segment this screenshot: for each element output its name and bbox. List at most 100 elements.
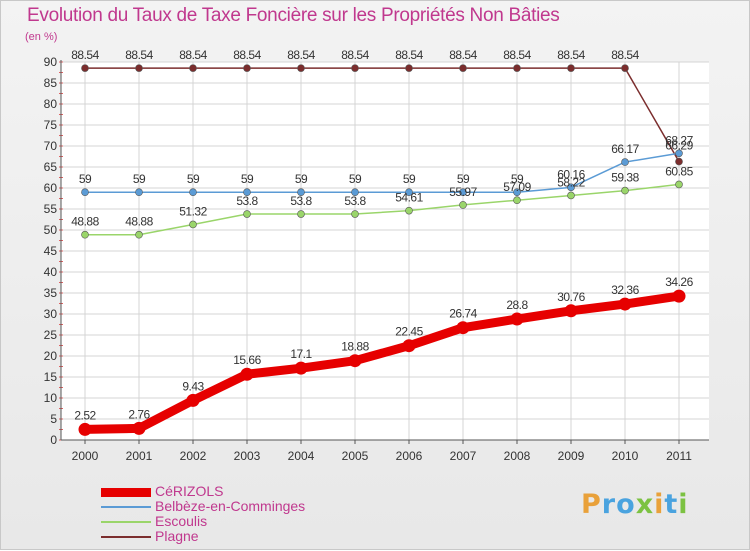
data-point [81, 64, 89, 72]
data-point [243, 210, 251, 218]
data-point [675, 157, 683, 166]
legend-swatch [101, 487, 151, 497]
data-label: 59 [133, 172, 146, 186]
data-point [459, 188, 467, 196]
data-point [78, 422, 92, 436]
y-tick-label: 85 [44, 76, 58, 90]
data-point [351, 210, 359, 218]
data-label: 34.26 [665, 275, 693, 289]
chart-title: Evolution du Taux de Taxe Foncière sur l… [27, 5, 560, 26]
data-point [189, 64, 197, 72]
data-label: 55.97 [449, 185, 477, 199]
logo-letter: r [601, 489, 617, 520]
data-point [405, 188, 413, 196]
legend-label: Plagne [155, 528, 199, 544]
data-label: 88.54 [341, 48, 369, 62]
data-label: 88.54 [449, 48, 477, 62]
data-label: 59 [511, 172, 524, 186]
data-label: 66.17 [611, 142, 639, 156]
data-point [672, 289, 686, 303]
grid [61, 61, 709, 441]
data-label: 88.54 [233, 48, 261, 62]
data-label: 57.09 [503, 180, 531, 194]
data-label: 26.74 [449, 307, 477, 321]
axes: 0 5 10 15 20 25 30 35 40 45 50 55 60 65 70 75 80 85 90 2000… [44, 55, 709, 463]
x-tick-label: 2000 [72, 449, 99, 463]
data-label: 60.85 [665, 164, 693, 178]
y-tick-label: 15 [44, 370, 58, 384]
data-point [189, 220, 197, 229]
y-tick-label: 10 [44, 391, 58, 405]
data-point [189, 188, 197, 196]
y-tick-label: 90 [44, 55, 58, 69]
data-label: 22.45 [395, 325, 423, 339]
x-tick-label: 2001 [126, 449, 153, 463]
data-point [405, 206, 413, 215]
data-label: 59 [457, 172, 470, 186]
legend-item: Belbèze-en-Comminges [101, 498, 361, 515]
data-point [621, 64, 629, 72]
data-point [675, 149, 683, 158]
y-tick-label: 0 [50, 433, 57, 447]
y-tick-label: 45 [44, 244, 58, 258]
data-point [513, 64, 521, 72]
x-tick-label: 2002 [180, 449, 207, 463]
data-point [81, 230, 89, 239]
data-point [567, 191, 575, 200]
y-tick-label: 55 [44, 202, 58, 216]
data-point [675, 180, 683, 189]
data-point [618, 297, 632, 311]
y-tick-label: 65 [44, 160, 58, 174]
y-tick-label: 70 [44, 139, 58, 153]
data-label: 88.54 [557, 48, 585, 62]
legend-item: Plagne [101, 528, 361, 545]
logo-letter: t [664, 489, 679, 520]
data-label: 88.54 [179, 48, 207, 62]
data-point [135, 230, 143, 239]
data-point [240, 367, 254, 381]
legend-label: CéRIZOLS [155, 483, 224, 499]
data-point [297, 188, 305, 196]
series-group [78, 64, 686, 436]
data-point [459, 201, 467, 209]
data-point [459, 64, 467, 72]
data-label: 53.8 [236, 194, 258, 208]
data-label: 59.38 [611, 171, 639, 185]
data-label: 88.54 [395, 48, 423, 62]
data-label: 59 [241, 172, 254, 186]
data-point [510, 312, 524, 326]
y-tick-label: 5 [50, 412, 57, 426]
data-point [297, 64, 305, 72]
legend-item: CéRIZOLS [101, 483, 361, 500]
logo-letter: x [635, 489, 655, 520]
data-label: 18.88 [341, 340, 369, 354]
data-label: 59 [187, 172, 200, 186]
data-label: 54.61 [395, 191, 423, 205]
data-point [348, 354, 362, 368]
legend-swatch [101, 521, 151, 523]
x-tick-label: 2003 [234, 449, 261, 463]
logo-letter: o [616, 489, 636, 520]
logo-letter: i [654, 489, 665, 520]
y-tick-label: 80 [44, 97, 58, 111]
y-tick-label: 30 [44, 307, 58, 321]
data-label: 15.66 [233, 353, 261, 367]
data-point [621, 186, 629, 195]
x-tick-label: 2006 [396, 449, 423, 463]
data-point [621, 158, 629, 166]
legend-swatch [101, 506, 151, 508]
series-line-1 [84, 152, 680, 193]
data-point [243, 188, 251, 196]
data-label: 48.88 [71, 215, 99, 229]
data-point [186, 393, 200, 407]
series-line-0 [80, 291, 684, 434]
series-line-3 [84, 67, 680, 163]
x-tick-label: 2010 [612, 449, 639, 463]
data-label: 53.8 [290, 194, 312, 208]
data-point [351, 188, 359, 196]
data-point [294, 361, 308, 375]
data-label: 59 [403, 172, 416, 186]
data-label: 59 [295, 172, 308, 186]
